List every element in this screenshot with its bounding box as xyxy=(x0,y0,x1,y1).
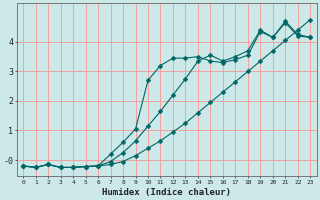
X-axis label: Humidex (Indice chaleur): Humidex (Indice chaleur) xyxy=(102,188,231,197)
